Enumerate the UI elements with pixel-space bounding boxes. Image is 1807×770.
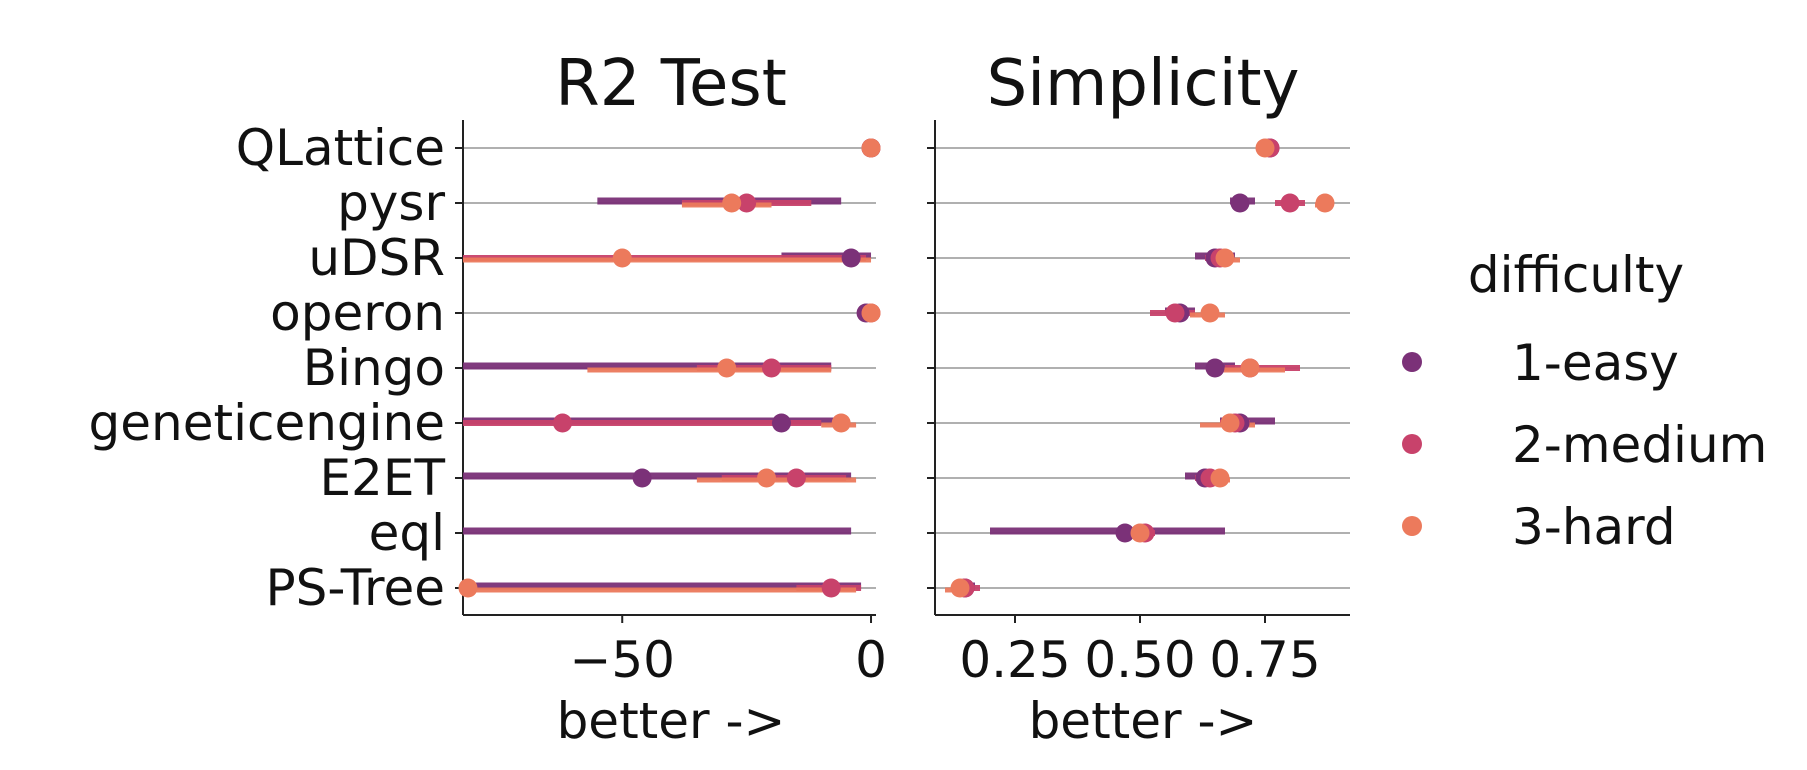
y-tick-label-pysr: pysr	[337, 174, 445, 232]
point-r2-test-3-hard-qlattice	[861, 138, 881, 158]
legend-label-3-hard: 3-hard	[1512, 498, 1676, 556]
panel-title-simplicity: Simplicity	[987, 47, 1300, 121]
point-simplicity-3-hard-operon	[1200, 303, 1220, 323]
point-r2-test-2-medium-e2et	[786, 468, 806, 488]
legend-label-2-medium: 2-medium	[1512, 416, 1767, 474]
point-simplicity-2-medium-operon	[1165, 303, 1185, 323]
marks-r2-test: −50 0	[455, 120, 887, 689]
point-simplicity-2-medium-pysr	[1280, 193, 1300, 213]
y-tick-label-eql: eql	[369, 504, 445, 562]
legend-items: 1-easy 2-medium 3-hard	[1402, 334, 1767, 556]
point-simplicity-3-hard-geneticengine	[1220, 413, 1240, 433]
x-tick-label-r2-test-0: −50	[569, 631, 675, 689]
point-simplicity-3-hard-eql	[1130, 523, 1150, 543]
x-tick-label-r2-test-1: 0	[855, 631, 887, 689]
point-r2-test-3-hard-bingo	[717, 358, 737, 378]
x-tick-label-simplicity-2: 0.75	[1209, 631, 1320, 689]
x-tick-label-simplicity-0: 0.25	[959, 631, 1070, 689]
x-axis-label-r2-test: better ->	[557, 692, 786, 750]
panel-simplicity: Simplicity better -> 0.25 0.50 0.75	[927, 47, 1350, 750]
point-r2-test-3-hard-operon	[861, 303, 881, 323]
y-tick-labels: QLatticepysruDSRoperonBingogeneticengine…	[89, 119, 446, 617]
point-simplicity-3-hard-e2et	[1210, 468, 1230, 488]
point-r2-test-2-medium-geneticengine	[553, 413, 573, 433]
point-r2-test-3-hard-udsr	[612, 248, 632, 268]
legend-marker-1-easy	[1402, 352, 1422, 372]
point-simplicity-3-hard-bingo	[1240, 358, 1260, 378]
y-tick-label-geneticengine: geneticengine	[89, 394, 445, 452]
point-simplicity-3-hard-pysr	[1315, 193, 1335, 213]
y-tick-label-operon: operon	[270, 284, 445, 342]
legend-marker-2-medium	[1402, 434, 1422, 454]
x-tick-label-simplicity-1: 0.50	[1084, 631, 1195, 689]
point-r2-test-2-medium-bingo	[762, 358, 782, 378]
legend-marker-3-hard	[1402, 516, 1422, 536]
point-r2-test-3-hard-pysr	[722, 193, 742, 213]
point-simplicity-1-easy-pysr	[1230, 193, 1250, 213]
point-simplicity-3-hard-ps-tree	[950, 578, 970, 598]
point-r2-test-2-medium-ps-tree	[821, 578, 841, 598]
point-r2-test-1-easy-e2et	[632, 468, 652, 488]
point-r2-test-3-hard-ps-tree	[458, 578, 478, 598]
y-tick-label-udsr: uDSR	[308, 229, 445, 287]
point-simplicity-3-hard-udsr	[1215, 248, 1235, 268]
point-r2-test-1-easy-geneticengine	[771, 413, 791, 433]
x-axis-label-simplicity: better ->	[1029, 692, 1258, 750]
point-r2-test-3-hard-geneticengine	[831, 413, 851, 433]
point-r2-test-1-easy-udsr	[841, 248, 861, 268]
panel-title-r2-test: R2 Test	[555, 47, 787, 121]
point-simplicity-3-hard-qlattice	[1255, 138, 1275, 158]
y-tick-label-e2et: E2ET	[319, 449, 445, 507]
marks-simplicity: 0.25 0.50 0.75	[927, 120, 1350, 689]
legend-title: difficulty	[1468, 246, 1684, 304]
point-r2-test-2-medium-pysr	[737, 193, 757, 213]
panel-r2-test: R2 Test better -> −50 0	[455, 47, 887, 750]
point-simplicity-1-easy-bingo	[1205, 358, 1225, 378]
legend: difficulty 1-easy 2-medium 3-hard	[1402, 246, 1767, 556]
point-r2-test-3-hard-e2et	[757, 468, 777, 488]
y-tick-label-qlattice: QLattice	[236, 119, 445, 177]
legend-label-1-easy: 1-easy	[1512, 334, 1679, 392]
y-tick-label-ps-tree: PS-Tree	[265, 559, 445, 617]
point-simplicity-1-easy-eql	[1115, 523, 1135, 543]
y-tick-label-bingo: Bingo	[303, 339, 445, 397]
